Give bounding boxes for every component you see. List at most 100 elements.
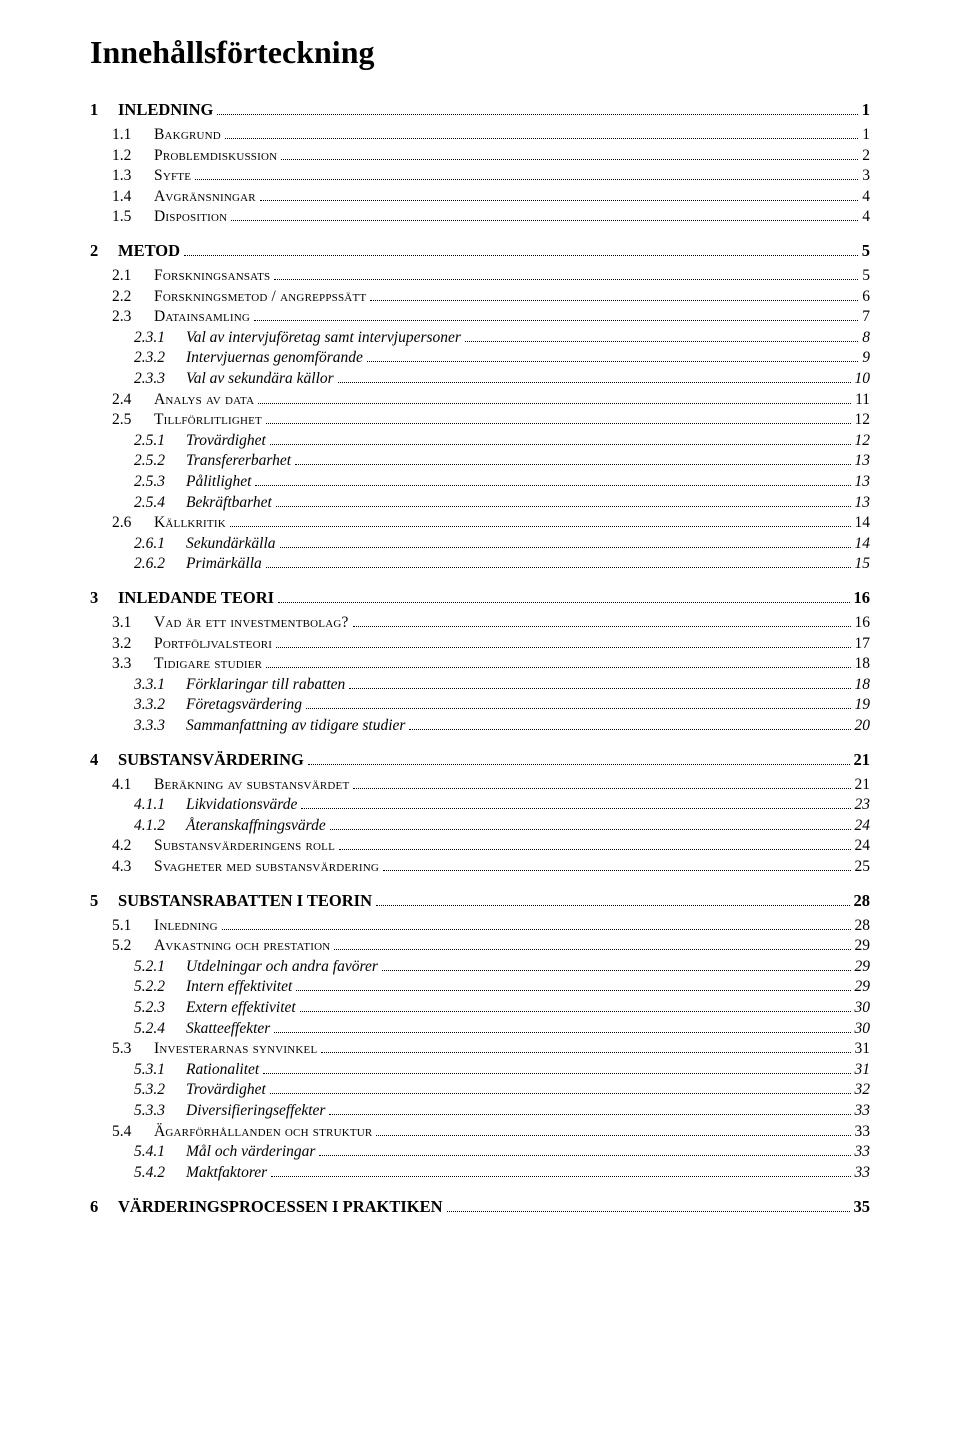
toc-entry[interactable]: 2.3.2Intervjuernas genomförande9 [90,348,870,369]
toc-leader [276,634,850,647]
toc-entry-label: Förklaringar till rabatten [186,675,345,696]
toc-entry[interactable]: 5SUBSTANSRABATTEN I TEORIN28 [90,890,870,912]
toc-entry-label: Inledning [154,916,218,937]
toc-entry[interactable]: 5.2.2Intern effektivitet29 [90,977,870,998]
toc-entry[interactable]: 5.3.3Diversifieringseffekter33 [90,1101,870,1122]
toc-leader [330,816,851,829]
toc-entry[interactable]: 5.3.1Rationalitet31 [90,1060,870,1081]
toc-entry[interactable]: 2.6.1Sekundärkälla14 [90,534,870,555]
toc-entry-number: 2.4 [112,390,154,411]
toc-entry-label: Portföljvalsteori [154,634,272,655]
toc-entry[interactable]: 2.4Analys av data11 [90,390,870,411]
toc-entry[interactable]: 3INLEDANDE TEORI16 [90,587,870,609]
toc-entry[interactable]: 2.6Källkritik14 [90,513,870,534]
toc-leader [274,267,858,280]
toc-entry-label: Tidigare studier [154,654,262,675]
toc-entry[interactable]: 1.3Syfte3 [90,166,870,187]
toc-entry[interactable]: 3.3.2Företagsvärdering19 [90,695,870,716]
toc-entry[interactable]: 5.4.1Mål och värderingar33 [90,1142,870,1163]
toc-leader [278,590,849,603]
toc-entry-page: 3 [862,166,870,187]
toc-entry[interactable]: 2.5.1Trovärdighet12 [90,431,870,452]
toc-entry-label: SUBSTANSRABATTEN I TEORIN [118,890,372,912]
toc-entry[interactable]: 2.5.2Transfererbarhet13 [90,451,870,472]
toc-entry[interactable]: 2.5Tillförlitlighet12 [90,410,870,431]
toc-leader [222,916,851,929]
toc-entry-number: 3 [90,587,118,609]
toc-entry[interactable]: 4.1Beräkning av substansvärdet21 [90,775,870,796]
toc-entry-number: 2.5.1 [134,431,186,452]
toc-entry[interactable]: 3.3.1Förklaringar till rabatten18 [90,675,870,696]
toc-entry-label: Svagheter med substansvärdering [154,857,379,878]
toc-entry[interactable]: 2.5.4Bekräftbarhet13 [90,493,870,514]
toc-entry-number: 3.3 [112,654,154,675]
toc-entry-label: INLEDNING [118,99,213,121]
toc-entry[interactable]: 5.4.2Maktfaktorer33 [90,1163,870,1184]
toc-leader [334,937,850,950]
toc-entry[interactable]: 5.4Ägarförhållanden och struktur33 [90,1122,870,1143]
toc-entry[interactable]: 5.2Avkastning och prestation29 [90,936,870,957]
toc-entry[interactable]: 4.3Svagheter med substansvärdering25 [90,857,870,878]
toc-entry-page: 29 [855,977,871,998]
toc-entry[interactable]: 3.3.3Sammanfattning av tidigare studier2… [90,716,870,737]
toc-leader [349,675,850,688]
toc-entry[interactable]: 3.1Vad är ett investmentbolag?16 [90,613,870,634]
toc-entry-label: Pålitlighet [186,472,251,493]
toc-entry-number: 2.5.3 [134,472,186,493]
toc-entry[interactable]: 6VÄRDERINGSPROCESSEN I PRAKTIKEN35 [90,1196,870,1218]
toc-leader [308,751,850,764]
toc-entry[interactable]: 1.1Bakgrund1 [90,125,870,146]
toc-entry[interactable]: 2.1Forskningsansats5 [90,266,870,287]
toc-entry[interactable]: 2.5.3Pålitlighet13 [90,472,870,493]
toc-entry[interactable]: 1INLEDNING1 [90,99,870,121]
toc-entry[interactable]: 4.1.2Återanskaffningsvärde24 [90,816,870,837]
toc-entry[interactable]: 4.1.1Likvidationsvärde23 [90,795,870,816]
toc-entry-page: 6 [862,287,870,308]
toc-entry-number: 2.3.2 [134,348,186,369]
toc-entry[interactable]: 5.2.4Skatteeffekter30 [90,1019,870,1040]
toc-entry[interactable]: 2.3.1Val av intervjuföretag samt intervj… [90,328,870,349]
toc-entry-number: 3.3.1 [134,675,186,696]
toc-entry-label: Problemdiskussion [154,146,277,167]
toc-entry-label: Bekräftbarhet [186,493,272,514]
toc-entry[interactable]: 4.2Substansvärderingens roll24 [90,836,870,857]
toc-entry-number: 2.5 [112,410,154,431]
toc-entry[interactable]: 4SUBSTANSVÄRDERING21 [90,749,870,771]
toc-entry[interactable]: 5.1Inledning28 [90,916,870,937]
toc-entry-label: Intern effektivitet [186,977,292,998]
toc-entry-page: 5 [862,266,870,287]
toc-entry[interactable]: 3.3Tidigare studier 18 [90,654,870,675]
toc-entry[interactable]: 5.3.2Trovärdighet32 [90,1080,870,1101]
toc-entry[interactable]: 2.2Forskningsmetod / angreppssätt6 [90,287,870,308]
toc-entry[interactable]: 5.2.3Extern effektivitet30 [90,998,870,1019]
toc-leader [321,1040,850,1053]
toc-entry[interactable]: 1.4Avgränsningar4 [90,187,870,208]
toc-entry[interactable]: 3.2Portföljvalsteori17 [90,634,870,655]
toc-entry[interactable]: 2.3.3Val av sekundära källor10 [90,369,870,390]
toc-entry-number: 2.6.1 [134,534,186,555]
toc-entry[interactable]: 5.2.1Utdelningar och andra favörer29 [90,957,870,978]
toc-entry-page: 31 [855,1039,871,1060]
toc-entry-number: 2.3.1 [134,328,186,349]
toc-entry-number: 1.5 [112,207,154,228]
toc-entry[interactable]: 1.5Disposition4 [90,207,870,228]
toc-entry-number: 5.3 [112,1039,154,1060]
toc-leader [255,473,850,486]
toc-entry[interactable]: 2.6.2Primärkälla15 [90,554,870,575]
toc-entry[interactable]: 2.3Datainsamling7 [90,307,870,328]
page-title: Innehållsförteckning [90,34,870,71]
toc-entry-label: Maktfaktorer [186,1163,267,1184]
toc-entry-label: Sammanfattning av tidigare studier [186,716,405,737]
toc-leader [225,126,858,139]
toc-entry-page: 8 [862,328,870,349]
toc-entry[interactable]: 2METOD5 [90,240,870,262]
toc-entry-label: VÄRDERINGSPROCESSEN I PRAKTIKEN [118,1196,443,1218]
toc-entry[interactable]: 1.2Problemdiskussion2 [90,146,870,167]
toc-entry[interactable]: 5.3Investerarnas synvinkel31 [90,1039,870,1060]
toc-entry-page: 35 [854,1196,871,1218]
toc-entry-number: 4.3 [112,857,154,878]
toc-entry-page: 33 [855,1101,871,1122]
toc-entry-page: 18 [855,654,871,675]
toc-leader [281,146,858,159]
toc-entry-page: 9 [862,348,870,369]
